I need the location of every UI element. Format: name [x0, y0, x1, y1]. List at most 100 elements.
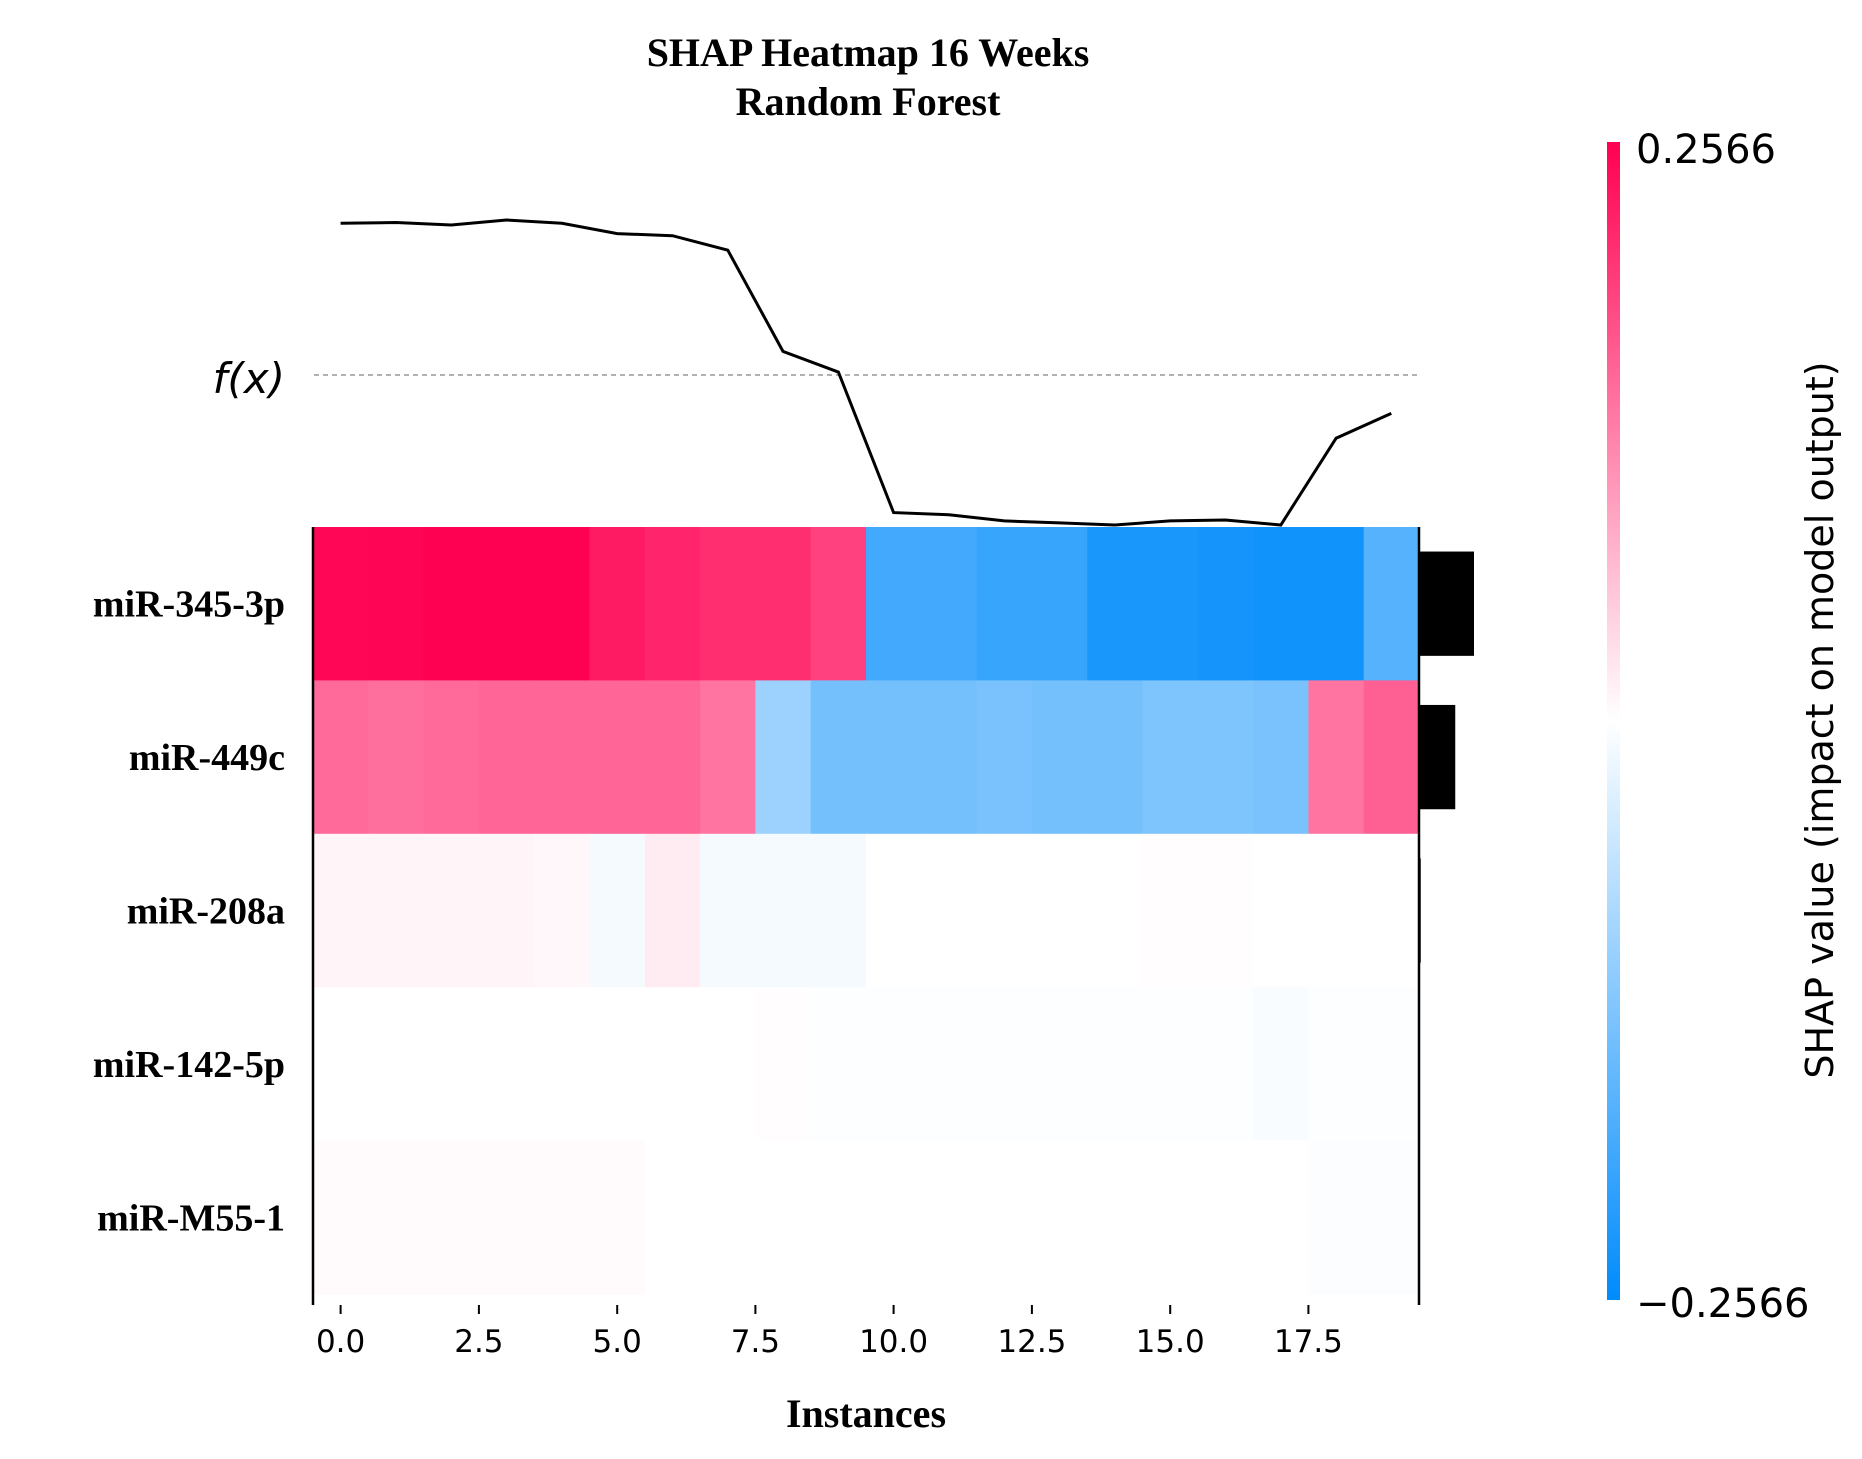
heatmap-cell — [423, 833, 480, 988]
heatmap-cell — [313, 680, 369, 835]
heatmap-cell — [1308, 1140, 1365, 1295]
heatmap-cell — [810, 527, 867, 681]
heatmap-cell — [589, 527, 646, 681]
feature-label: miR-345-3p — [93, 584, 285, 626]
heatmap-cell — [644, 680, 701, 835]
heatmap-cell — [810, 1140, 867, 1295]
heatmap-cell — [423, 987, 480, 1142]
heatmap-cell — [1253, 833, 1309, 988]
heatmap-cell — [700, 680, 756, 835]
heatmap-cell — [1363, 527, 1420, 681]
importance-bar — [1419, 551, 1474, 656]
heatmap-cell — [866, 680, 922, 835]
heatmap-cell — [1087, 527, 1144, 681]
heatmap-cell — [478, 1140, 535, 1295]
heatmap-cell — [1253, 1140, 1309, 1295]
heatmap-cell — [313, 833, 369, 988]
heatmap-cell — [1087, 1140, 1144, 1295]
heatmap-cell — [921, 987, 978, 1142]
heatmap-cell — [755, 987, 812, 1142]
heatmap-cell — [1197, 527, 1254, 681]
x-tick-label: 5.0 — [593, 1324, 642, 1360]
heatmap-cell — [700, 987, 756, 1142]
heatmap-cell — [1197, 833, 1254, 988]
colorbar-max-label: 0.2566 — [1636, 127, 1776, 173]
heatmap-cell — [1308, 987, 1365, 1142]
heatmap-cell — [755, 527, 812, 681]
heatmap-cell — [589, 1140, 646, 1295]
heatmap-cell — [755, 833, 812, 988]
fx-label: f(x) — [213, 354, 285, 403]
heatmap-cell — [1031, 833, 1088, 988]
heatmap-cell — [1197, 987, 1254, 1142]
heatmap-cell — [423, 527, 480, 681]
heatmap-cell — [1363, 1140, 1420, 1295]
heatmap-cell — [589, 987, 646, 1142]
heatmap-cell — [368, 680, 425, 835]
heatmap-cell — [1142, 527, 1199, 681]
heatmap-cell — [478, 987, 535, 1142]
chart-subtitle: Random Forest — [736, 79, 1001, 124]
heatmap-cell — [866, 987, 922, 1142]
colorbar-axis-label: SHAP value (impact on model output) — [1798, 361, 1842, 1078]
colorbar-min-label: −0.2566 — [1636, 1281, 1809, 1327]
heatmap-cell — [589, 680, 646, 835]
heatmap-cell — [866, 527, 922, 681]
heatmap-cell — [589, 833, 646, 988]
heatmap-cell — [976, 527, 1033, 681]
heatmap-cell — [534, 833, 591, 988]
heatmap-cell — [921, 833, 978, 988]
heatmap-cell — [1308, 527, 1365, 681]
heatmap-cell — [534, 527, 591, 681]
heatmap-cell — [423, 680, 480, 835]
heatmap-cell — [368, 1140, 425, 1295]
heatmap-cell — [1197, 1140, 1254, 1295]
heatmap-cell — [1031, 527, 1088, 681]
heatmap-cell — [1142, 680, 1199, 835]
heatmap-cell — [1142, 987, 1199, 1142]
heatmap-cell — [644, 833, 701, 988]
heatmap-cell — [700, 527, 756, 681]
heatmap-cell — [700, 1140, 756, 1295]
importance-bar — [1419, 704, 1456, 810]
x-ticks: 0.0 2.5 5.0 7.5 10.0 12.5 15.0 17.5 — [316, 1305, 1343, 1360]
chart-title: SHAP Heatmap 16 Weeks — [647, 30, 1090, 75]
heatmap-cell — [478, 680, 535, 835]
heatmap-cell — [1363, 987, 1420, 1142]
heatmap-cell — [1363, 680, 1420, 835]
heatmap-cell — [1142, 1140, 1199, 1295]
heatmap-cell — [478, 833, 535, 988]
feature-label: miR-208a — [127, 891, 285, 933]
heatmap-cell — [313, 527, 369, 681]
heatmap-cell — [1031, 1140, 1088, 1295]
heatmap-cell — [976, 680, 1033, 835]
heatmap-cell — [368, 527, 425, 681]
heatmap-cell — [866, 833, 922, 988]
x-tick-label: 2.5 — [454, 1324, 503, 1360]
heatmap-cell — [644, 987, 701, 1142]
heatmap-cells — [313, 527, 1420, 1295]
heatmap-cell — [1253, 527, 1309, 681]
x-tick-label: 7.5 — [731, 1324, 780, 1360]
heatmap-cell — [755, 1140, 812, 1295]
heatmap-cell — [313, 987, 369, 1142]
feature-label: miR-M55-1 — [97, 1197, 285, 1239]
heatmap-cell — [976, 833, 1033, 988]
feature-labels: miR-345-3p miR-449c miR-208a miR-142-5p miR-… — [93, 584, 285, 1240]
feature-label: miR-449c — [129, 737, 285, 779]
heatmap-cell — [810, 987, 867, 1142]
heatmap-cell — [1087, 833, 1144, 988]
heatmap-cell — [644, 1140, 701, 1295]
heatmap-cell — [1087, 987, 1144, 1142]
heatmap-cell — [1308, 680, 1365, 835]
x-tick-label: 15.0 — [1136, 1324, 1205, 1360]
heatmap-cell — [1253, 680, 1309, 835]
heatmap-cell — [1031, 680, 1088, 835]
heatmap-cell — [1253, 987, 1309, 1142]
x-tick-label: 12.5 — [997, 1324, 1066, 1360]
heatmap-cell — [976, 987, 1033, 1142]
heatmap-cell — [921, 680, 978, 835]
heatmap-cell — [976, 1140, 1033, 1295]
heatmap-cell — [866, 1140, 922, 1295]
